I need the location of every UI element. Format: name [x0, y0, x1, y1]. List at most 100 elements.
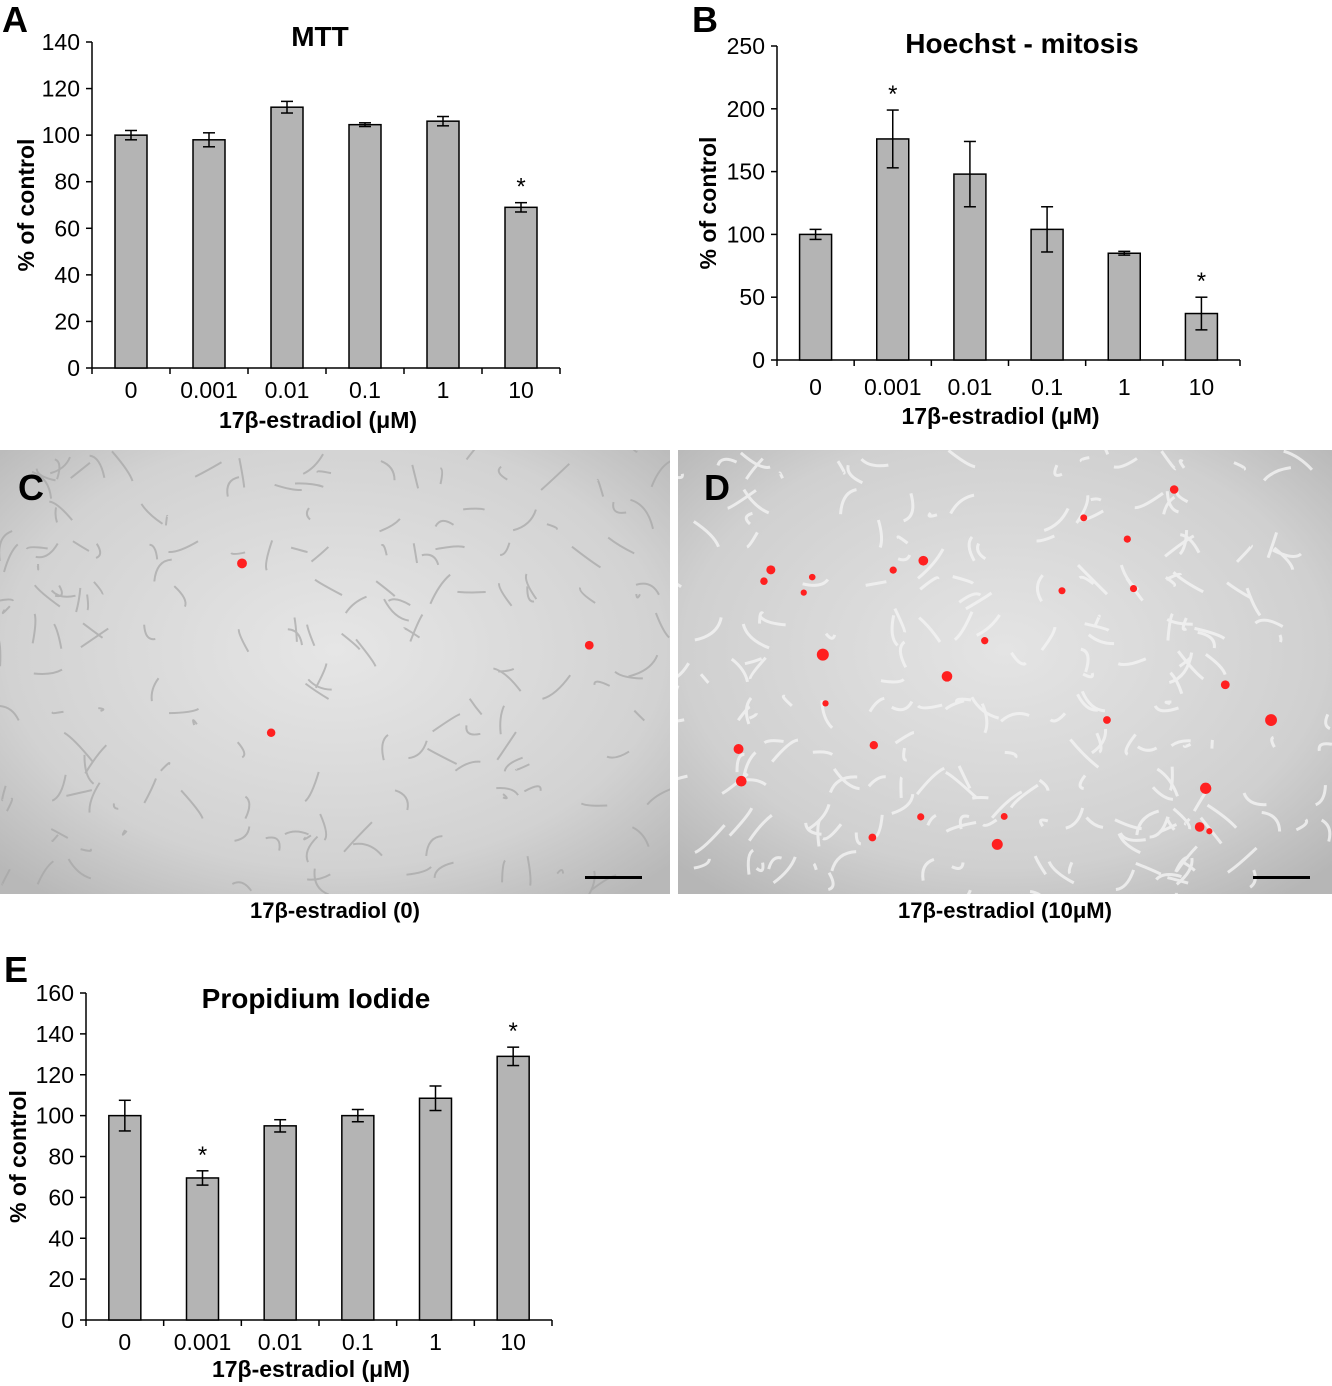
- cell-outline: [121, 829, 128, 836]
- bar: [798, 233, 833, 361]
- cell-outline: [411, 464, 420, 489]
- cell-outline: [72, 540, 90, 552]
- significance-asterisk: *: [516, 174, 525, 201]
- cell-outline: [1166, 618, 1193, 626]
- cell-outline: [902, 747, 908, 762]
- cell-outline: [33, 668, 63, 675]
- scale-bar: [1253, 876, 1310, 879]
- cell-outline: [1085, 816, 1104, 829]
- y-tick-label: 60: [48, 1184, 74, 1210]
- cell-outline: [1049, 712, 1067, 723]
- cell-outline: [1036, 534, 1055, 543]
- pi-stained-cell: [1200, 782, 1212, 794]
- cell-outline: [965, 591, 993, 611]
- pi-stained-cell: [869, 741, 878, 750]
- cell-outline: [772, 856, 797, 885]
- y-axis-label: % of control: [5, 1090, 31, 1223]
- pi-stained-cells: [733, 485, 1277, 850]
- x-tick-label: 0: [125, 377, 138, 403]
- pi-stained-cell: [941, 671, 953, 682]
- cell-outline: [744, 511, 753, 526]
- cell-outline: [238, 458, 246, 488]
- cell-outline: [1174, 855, 1189, 873]
- caption-control: 17β-estradiol (0): [250, 898, 420, 923]
- bar: [192, 139, 226, 369]
- cell-outline: [540, 463, 570, 491]
- cell-outline: [168, 707, 200, 715]
- cell-outline: [465, 450, 476, 461]
- cell-outline: [435, 545, 465, 551]
- cell-outline: [54, 585, 63, 598]
- cell-outline: [1272, 548, 1302, 558]
- bar: [504, 206, 538, 369]
- cell-outline: [980, 703, 989, 734]
- cell-outline: [1273, 546, 1295, 570]
- cell-outline: [319, 813, 328, 841]
- x-tick-label: 0.1: [349, 377, 381, 403]
- cell-outline: [294, 482, 324, 488]
- cell-outline: [500, 542, 511, 556]
- cell-outline: [1226, 581, 1253, 600]
- cell-outline: [83, 754, 95, 785]
- cell-outline: [926, 813, 937, 826]
- cell-outline: [1235, 544, 1253, 563]
- cell-outline: [1069, 738, 1100, 769]
- cell-outline: [234, 826, 251, 842]
- cell-outline: [739, 451, 771, 469]
- pi-stained-cell: [733, 744, 744, 754]
- cell-outline: [303, 834, 312, 841]
- cell-outline: [891, 700, 914, 712]
- cell-outline: [1315, 785, 1327, 807]
- y-axis-label: % of control: [13, 139, 39, 272]
- cell-outline: [1210, 739, 1214, 749]
- cell-outline: [82, 622, 104, 639]
- pi-stained-cell: [237, 558, 247, 569]
- cell-outline: [614, 670, 643, 680]
- cell-outline: [812, 750, 834, 756]
- y-tick-label: 100: [36, 1103, 74, 1129]
- y-tick-label: 60: [54, 215, 80, 241]
- x-tick-label: 10: [1189, 374, 1215, 400]
- cell-outline: [990, 790, 1023, 819]
- cell-outline: [958, 592, 982, 604]
- cell-outline: [1249, 869, 1257, 889]
- cell-outline: [976, 614, 1001, 637]
- pi-stained-cell: [917, 813, 925, 821]
- cell-outline: [1170, 739, 1191, 747]
- cell-outline: [316, 470, 332, 475]
- cell-outline: [1079, 456, 1090, 463]
- pi-stained-cell: [1129, 585, 1138, 593]
- cell-outline: [806, 803, 831, 831]
- cell-outline: [502, 793, 508, 800]
- cell-outline: [293, 617, 298, 642]
- y-tick-label: 20: [48, 1266, 74, 1292]
- cell-outline: [1164, 534, 1195, 558]
- cell-outline: [307, 873, 331, 881]
- pi-stained-cell: [800, 589, 807, 596]
- bar: [341, 1114, 375, 1321]
- cell-outline: [606, 750, 630, 759]
- cell-outline: [501, 859, 506, 883]
- cell-outline: [947, 450, 976, 469]
- pi-stained-cell: [1169, 485, 1179, 494]
- cell-outline: [1065, 807, 1085, 830]
- cell-outline: [457, 590, 486, 594]
- cell-outline: [1047, 860, 1075, 885]
- cell-outline: [1155, 873, 1182, 881]
- cell-outline: [1153, 705, 1179, 713]
- cell-outline: [955, 697, 972, 704]
- cell-outline: [192, 719, 198, 726]
- cell-outline: [1179, 533, 1201, 554]
- cell-outline: [699, 673, 710, 684]
- cell-outline: [678, 718, 685, 723]
- cell-outline: [958, 814, 970, 830]
- pi-stained-cell: [918, 555, 929, 566]
- cell-outline: [966, 889, 972, 894]
- cell-outline: [314, 578, 343, 596]
- x-tick-label: 0.01: [258, 1329, 303, 1355]
- cell-outline: [1076, 564, 1109, 596]
- cell-outline: [1135, 861, 1162, 876]
- pi-stained-cell: [736, 775, 747, 787]
- cell-outline: [967, 535, 976, 562]
- cell-outline: [596, 478, 605, 497]
